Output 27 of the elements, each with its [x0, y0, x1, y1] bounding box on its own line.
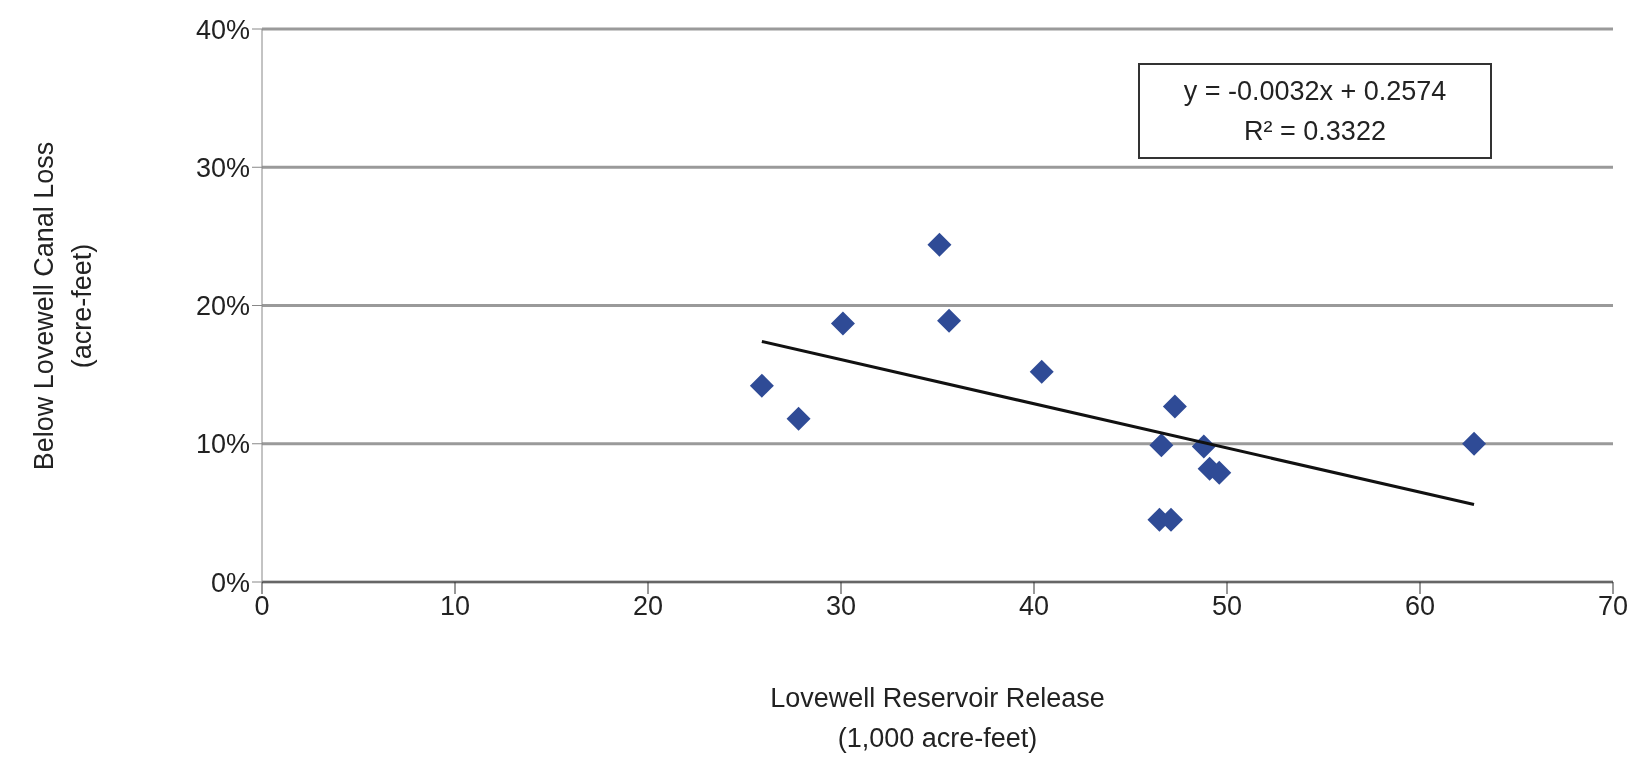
x-tick-label: 40 — [1018, 591, 1050, 622]
point — [830, 311, 855, 336]
y-tick-label: 30% — [195, 152, 250, 183]
y-tick-label: 40% — [195, 14, 250, 45]
annotation: y = -0.0032x + 0.2574 — [1182, 75, 1448, 108]
y-tick-label: 0% — [210, 567, 250, 598]
y-axis-title: Below Lovewell Canal Loss (acre-feet) — [28, 141, 98, 470]
x-tick-label: 70 — [1597, 591, 1629, 622]
point — [749, 373, 774, 398]
y-tick-label: 20% — [195, 291, 250, 322]
x-tick-label: 0 — [254, 591, 270, 622]
point — [937, 308, 962, 333]
x-axis-title: Lovewell Reservoir Release (1,000 acre-feet) — [769, 682, 1106, 755]
point — [1462, 431, 1487, 456]
x-tick-label: 60 — [1404, 591, 1436, 622]
x-tick-label: 10 — [439, 591, 471, 622]
annotation: R² = 0.3322 — [1243, 115, 1387, 148]
point — [1029, 359, 1054, 384]
y-tick-label: 10% — [195, 429, 250, 460]
point — [1162, 394, 1187, 419]
x-tick-label: 50 — [1211, 591, 1243, 622]
point — [786, 406, 811, 431]
point — [927, 232, 952, 257]
x-tick-label: 20 — [632, 591, 664, 622]
point — [1149, 433, 1174, 458]
equation-text-box: y = -0.0032x + 0.2574 R² = 0.3322 — [1138, 63, 1492, 159]
x-tick-label: 30 — [825, 591, 857, 622]
